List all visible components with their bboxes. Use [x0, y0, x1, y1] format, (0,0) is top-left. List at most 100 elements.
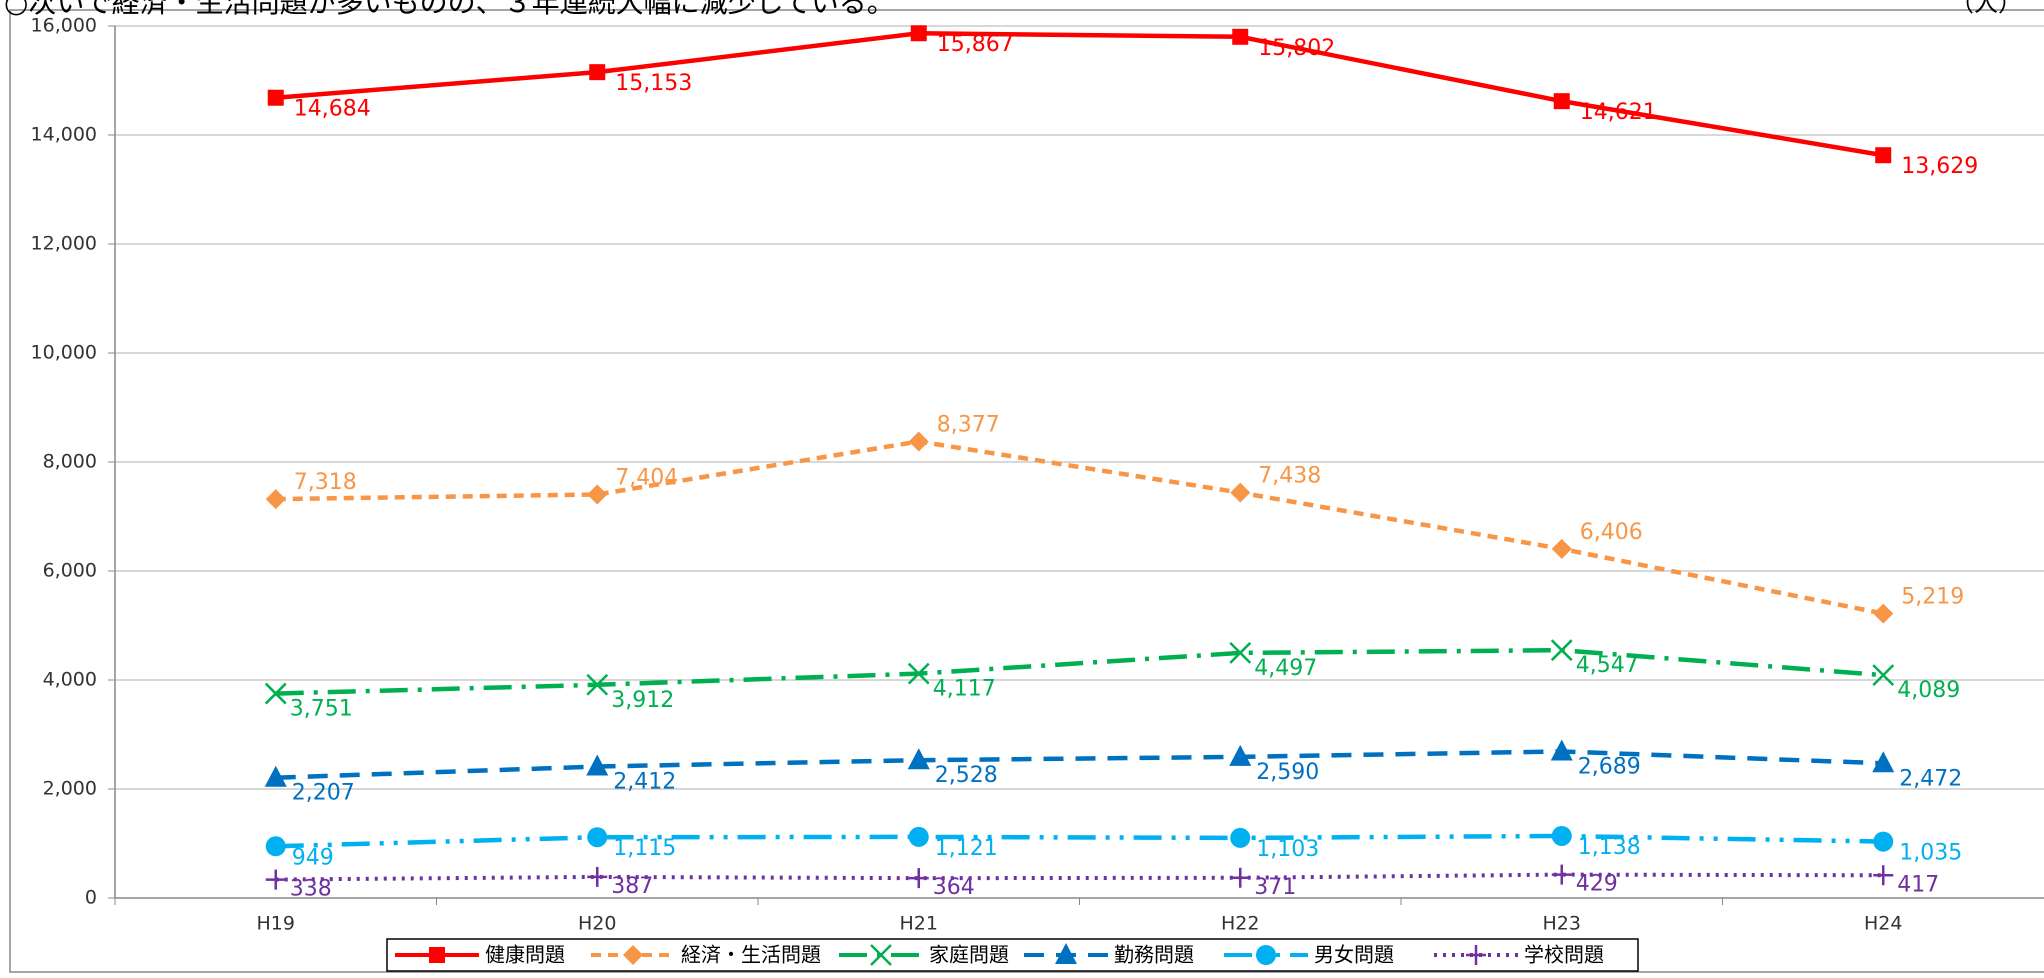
marker: [1466, 945, 1486, 965]
marker: [1550, 739, 1573, 761]
legend-box: [386, 938, 1639, 972]
marker: [265, 836, 286, 857]
data-label: 1,103: [1256, 837, 1319, 862]
marker: [1232, 28, 1249, 45]
data-label: 1,115: [613, 836, 676, 861]
chart-frame: [9, 9, 2044, 973]
marker: [267, 89, 284, 106]
y-tick-label: 2,000: [43, 778, 97, 800]
y-tick-label: 8,000: [43, 451, 97, 473]
marker: [1551, 825, 1572, 846]
data-label: 3,751: [290, 697, 353, 722]
series-line: [275, 833, 1884, 849]
marker: [1873, 865, 1894, 886]
marker: [1230, 827, 1251, 848]
data-label: 1,138: [1578, 835, 1641, 860]
data-label: 4,089: [1897, 678, 1960, 703]
legend-label: 経済・生活問題: [681, 943, 821, 967]
marker: [1256, 945, 1276, 965]
marker: [587, 484, 608, 505]
marker: [586, 754, 609, 776]
marker: [907, 748, 930, 770]
data-label: 8,377: [937, 412, 1000, 437]
data-label: 15,153: [615, 71, 692, 96]
marker: [429, 947, 445, 963]
marker: [1872, 751, 1895, 773]
marker: [265, 489, 286, 510]
x-tick-label: H22: [1221, 913, 1259, 935]
data-label: 429: [1576, 872, 1618, 897]
data-label: 15,867: [937, 32, 1014, 57]
data-label: 417: [1897, 872, 1939, 897]
marker: [264, 765, 287, 787]
marker: [1872, 664, 1895, 687]
y-tick-label: 6,000: [43, 560, 97, 582]
data-label: 4,117: [933, 677, 996, 702]
marker: [265, 869, 286, 890]
marker: [1551, 864, 1572, 885]
data-label: 14,684: [294, 97, 371, 122]
data-label: 4,547: [1576, 653, 1639, 678]
data-label: 2,472: [1899, 766, 1962, 791]
marker: [1055, 943, 1077, 964]
legend-label: 学校問題: [1524, 943, 1604, 967]
legend: 健康問題 経済・生活問題 家庭問題 勤務問題 男女問題 学校問題: [386, 938, 1639, 972]
legend-label: 男女問題: [1314, 943, 1394, 967]
marker: [1553, 93, 1570, 110]
marker: [908, 826, 929, 847]
data-label: 2,207: [292, 781, 355, 806]
data-label: 7,438: [1258, 464, 1321, 489]
marker: [910, 25, 927, 42]
y-tick-label: 12,000: [31, 233, 97, 255]
legend-label: 家庭問題: [929, 943, 1009, 967]
data-label: 1,121: [935, 836, 998, 861]
chart-title: ○次いで経済・生活問題が多いものの、３年連続大幅に減少している。: [4, 0, 895, 19]
marker: [908, 431, 929, 452]
series-line: [275, 30, 1884, 158]
unit-label: （人）: [1950, 0, 2022, 17]
x-tick-label: H19: [257, 913, 295, 935]
data-label: 2,412: [613, 770, 676, 795]
marker: [908, 868, 929, 889]
series-line: [275, 872, 1884, 882]
x-tick-label: H23: [1543, 913, 1581, 935]
y-tick-label: 10,000: [31, 342, 97, 364]
marker: [907, 662, 930, 685]
marker: [1229, 744, 1252, 766]
data-label: 5,219: [1901, 585, 1964, 610]
marker: [1873, 603, 1894, 624]
marker: [1875, 147, 1892, 164]
marker: [623, 945, 643, 965]
data-label: 7,318: [294, 470, 357, 495]
y-tick-label: 14,000: [31, 124, 97, 146]
y-tick-label: 16,000: [31, 15, 97, 37]
marker: [264, 682, 287, 705]
data-label: 13,629: [1901, 154, 1978, 179]
data-label: 4,497: [1254, 656, 1317, 681]
marker: [1550, 639, 1573, 662]
series-line: [275, 647, 1884, 696]
data-label: 2,689: [1578, 754, 1641, 779]
legend-label: 勤務問題: [1114, 943, 1194, 967]
marker: [1230, 482, 1251, 503]
marker: [1230, 867, 1251, 888]
data-label: 371: [1254, 875, 1296, 900]
data-label: 14,621: [1580, 100, 1657, 125]
x-tick-label: H20: [578, 913, 616, 935]
data-label: 3,912: [611, 688, 674, 713]
data-label: 15,802: [1258, 36, 1335, 61]
marker: [589, 64, 606, 81]
y-tick-label: 4,000: [43, 669, 97, 691]
marker: [1229, 642, 1252, 664]
data-label: 949: [292, 845, 334, 870]
data-label: 2,590: [1256, 760, 1319, 785]
x-tick-label: H21: [900, 913, 938, 935]
marker: [587, 866, 608, 887]
data-label: 338: [290, 877, 332, 902]
y-tick-label: 0: [85, 887, 97, 909]
data-label: 1,035: [1899, 841, 1962, 866]
marker: [587, 827, 608, 848]
marker: [870, 944, 892, 966]
